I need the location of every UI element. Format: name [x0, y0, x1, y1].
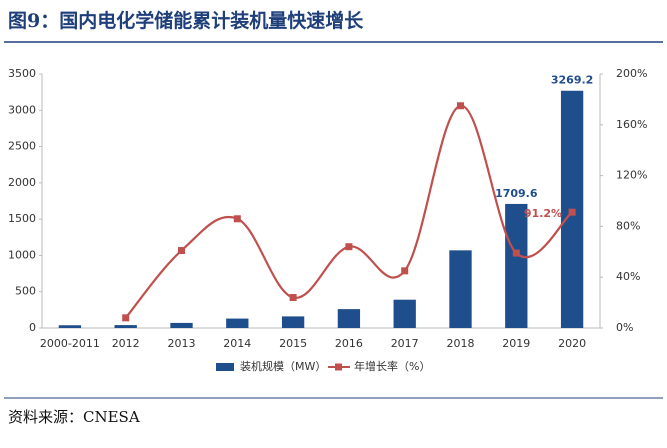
source: 资料来源：CNESA	[8, 408, 140, 426]
bar	[337, 309, 361, 328]
chart-title: 图9：国内电化学储能累计装机量快速增长	[8, 9, 364, 32]
line-marker	[568, 208, 576, 216]
line-marker	[401, 267, 409, 275]
line-marker	[233, 215, 241, 223]
legend-label: 年增长率（%）	[354, 359, 430, 373]
line-marker	[457, 102, 464, 110]
x-tick-label: 2012	[112, 337, 140, 350]
bar	[281, 316, 305, 328]
y-tick-label: 1000	[8, 248, 36, 261]
x-tick-label: 2013	[168, 337, 196, 350]
y-tick-label: 0	[29, 321, 36, 334]
bar	[58, 325, 82, 328]
bar	[449, 250, 472, 328]
line-value-label: 91.2%	[524, 207, 562, 220]
bar-value-label: 3269.2	[551, 74, 593, 87]
bar	[170, 322, 193, 328]
x-tick-label: 2018	[447, 337, 475, 350]
x-tick-label: 2016	[335, 337, 363, 350]
legend-swatch	[216, 363, 234, 371]
y-tick-label: 1500	[8, 212, 36, 225]
legend-label: 装机规模（MW）	[240, 359, 326, 373]
y-tick-label: 3000	[8, 103, 36, 116]
y2-tick-label: 80%	[616, 219, 640, 232]
bar	[114, 325, 137, 328]
line-marker	[122, 314, 130, 322]
x-tick-label: 2019	[502, 337, 530, 350]
x-tick-label: 2000-2011	[40, 337, 100, 350]
x-tick-label: 2015	[279, 337, 307, 350]
growth-line	[124, 104, 573, 319]
bar	[393, 299, 416, 328]
y2-tick-label: 0%	[616, 321, 633, 334]
y-tick-label: 500	[15, 285, 36, 298]
y2-tick-label: 160%	[616, 118, 647, 131]
y-tick-label: 3500	[8, 67, 36, 80]
x-tick-label: 2020	[558, 337, 586, 350]
y2-tick-label: 200%	[616, 67, 647, 80]
x-tick-label: 2017	[391, 337, 419, 350]
line-marker	[345, 243, 353, 251]
line-marker	[512, 249, 520, 257]
bar-value-label: 1709.6	[495, 187, 538, 200]
legend-swatch	[335, 363, 342, 371]
line-marker	[178, 247, 185, 255]
y-tick-label: 2500	[8, 140, 36, 153]
y2-tick-label: 120%	[616, 169, 647, 182]
y2-tick-label: 40%	[616, 270, 640, 283]
y-tick-label: 2000	[8, 176, 36, 189]
line-marker	[289, 294, 297, 302]
x-tick-label: 2014	[223, 337, 251, 350]
bar	[226, 318, 249, 328]
bar	[505, 203, 528, 328]
